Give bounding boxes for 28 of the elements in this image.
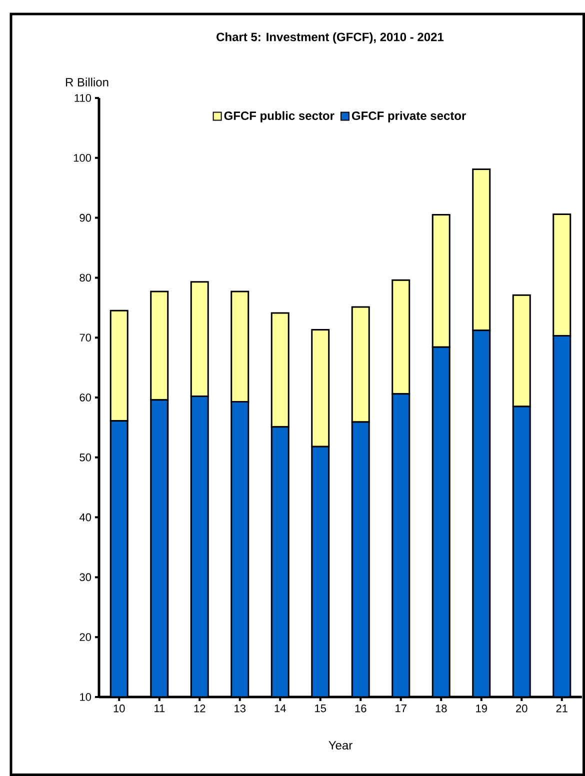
y-tick-label: 10 xyxy=(80,693,92,701)
y-tick-label: 30 xyxy=(80,573,92,582)
x-axis-title: Year xyxy=(328,741,352,750)
x-tick-label: 11 xyxy=(154,704,165,712)
x-tick-label: 16 xyxy=(355,704,366,712)
y-tick-label: 60 xyxy=(80,394,92,402)
y-tick-label: 100 xyxy=(74,154,92,162)
y-tick-label: 80 xyxy=(80,274,92,282)
y-tick-label: 90 xyxy=(80,214,92,222)
x-tick-label: 17 xyxy=(396,704,406,712)
x-tick-label: 10 xyxy=(114,704,125,712)
legend-label: GFCF public sector xyxy=(224,111,334,122)
y-tick-label: 110 xyxy=(74,94,92,102)
y-axis-title: R Billion xyxy=(66,78,108,86)
x-tick-label: 12 xyxy=(194,704,206,712)
x-tick-label: 13 xyxy=(234,704,246,712)
x-tick-label: 15 xyxy=(315,704,326,712)
y-tick-label: 40 xyxy=(79,513,92,522)
x-tick-label: 14 xyxy=(274,704,286,712)
x-tick-label: 21 xyxy=(556,704,568,712)
y-tick-label: 70 xyxy=(80,334,92,342)
legend-label: GFCF private sector xyxy=(352,111,466,122)
y-tick-label: 20 xyxy=(80,633,92,641)
x-tick-label: 19 xyxy=(476,704,487,712)
chart-title: Chart 5: Investment (GFCF), 2010 - 2021 xyxy=(216,32,444,44)
x-tick-label: 20 xyxy=(516,704,528,712)
y-tick-label: 50 xyxy=(80,454,92,462)
x-tick-label: 18 xyxy=(436,704,447,712)
